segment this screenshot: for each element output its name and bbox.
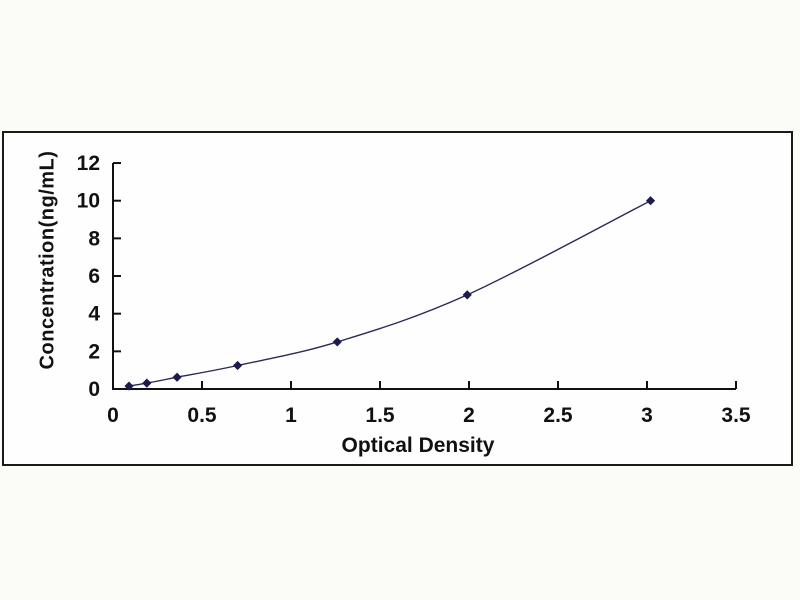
x-tick-label: 1	[285, 404, 297, 427]
x-tick-label: 2.5	[543, 404, 573, 427]
data-point-marker	[124, 381, 134, 391]
data-point-marker	[142, 378, 152, 388]
y-tick-label: 2	[88, 340, 100, 363]
elisa-standard-curve-panel: 0 0.5 1 1.5 2 2.5 3 3.5 0 2 4 6 8 10 12 Concentration(…	[2, 131, 793, 466]
x-tick-label: 3.5	[721, 404, 751, 427]
y-tick-label: 8	[88, 227, 100, 250]
data-point-marker	[645, 196, 656, 206]
x-axis-title: Optical Density	[341, 434, 495, 457]
y-tick-label: 4	[88, 303, 100, 326]
x-tick-label: 0.5	[187, 404, 217, 427]
y-tick-label: 6	[88, 265, 100, 288]
y-axis-title: Concentration(ng/mL)	[36, 150, 59, 370]
data-point-marker	[233, 360, 243, 371]
standard-curve-plot: 0 0.5 1 1.5 2 2.5 3 3.5 0 2 4 6 8 10 12	[77, 152, 751, 427]
x-tick-label: 0	[107, 404, 119, 427]
y-tick-label: 12	[77, 152, 100, 175]
y-tick-label: 0	[88, 378, 100, 401]
x-tick-label: 1.5	[365, 404, 395, 427]
standard-curve-line	[128, 200, 651, 387]
y-tick-label: 10	[77, 190, 100, 213]
x-tick-label: 3	[641, 404, 653, 427]
axis-lines	[112, 163, 736, 390]
data-point-marker	[462, 290, 472, 300]
data-point-marker	[332, 337, 342, 347]
x-tick-label: 2	[463, 404, 475, 427]
data-point-marker	[172, 372, 182, 382]
